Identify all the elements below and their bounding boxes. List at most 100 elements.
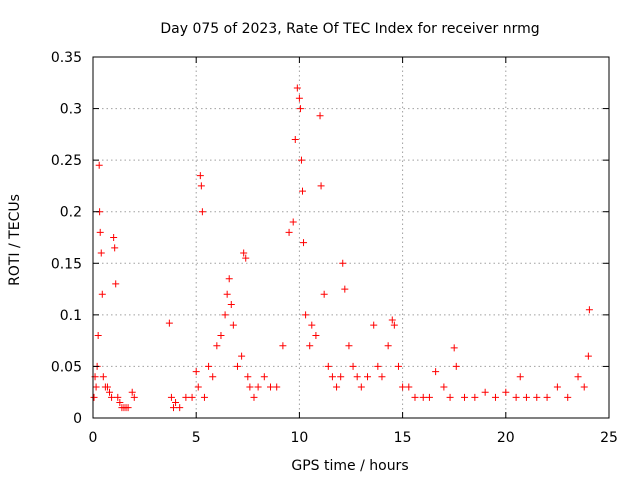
data-point bbox=[229, 321, 237, 329]
data-point bbox=[97, 249, 105, 257]
data-point bbox=[341, 285, 349, 293]
data-point bbox=[308, 321, 316, 329]
data-point bbox=[405, 383, 413, 391]
data-point bbox=[200, 393, 208, 401]
axis-ticks bbox=[92, 56, 610, 419]
data-point bbox=[306, 342, 314, 350]
data-point bbox=[452, 362, 460, 370]
data-point bbox=[254, 383, 262, 391]
data-point bbox=[502, 388, 510, 396]
data-point bbox=[217, 331, 225, 339]
data-point bbox=[491, 393, 499, 401]
grid-lines bbox=[93, 57, 609, 418]
data-point bbox=[279, 342, 287, 350]
y-axis-label: ROTI / TECUs bbox=[7, 194, 23, 286]
data-point bbox=[345, 342, 353, 350]
data-point bbox=[533, 393, 541, 401]
data-point bbox=[192, 368, 200, 376]
data-point bbox=[302, 311, 310, 319]
data-point bbox=[333, 383, 341, 391]
data-point bbox=[384, 342, 392, 350]
data-point bbox=[197, 182, 205, 190]
data-point bbox=[285, 228, 293, 236]
data-point bbox=[564, 393, 572, 401]
data-point bbox=[94, 331, 102, 339]
data-point bbox=[339, 259, 347, 267]
data-point bbox=[450, 344, 458, 352]
data-point bbox=[188, 393, 196, 401]
data-point bbox=[516, 373, 524, 381]
data-point bbox=[399, 383, 407, 391]
data-point bbox=[522, 393, 530, 401]
data-point bbox=[108, 393, 116, 401]
data-point bbox=[130, 393, 138, 401]
x-axis-label: GPS time / hours bbox=[291, 458, 408, 474]
data-point bbox=[353, 373, 361, 381]
data-point bbox=[182, 393, 190, 401]
x-tick-label: 20 bbox=[497, 430, 515, 446]
data-point bbox=[167, 393, 175, 401]
data-point bbox=[512, 393, 520, 401]
data-point bbox=[312, 331, 320, 339]
data-point bbox=[293, 84, 301, 92]
data-point bbox=[440, 383, 448, 391]
data-point bbox=[267, 383, 275, 391]
data-point bbox=[98, 290, 106, 298]
data-point bbox=[165, 319, 173, 327]
data-point bbox=[169, 404, 177, 412]
data-point bbox=[213, 342, 221, 350]
data-point bbox=[209, 373, 217, 381]
data-point bbox=[317, 182, 325, 190]
tick-labels: 0 5 10 15 20 25 0 0.05 0.1 0.15 0.2 0.25 0.3 0.35 bbox=[51, 50, 618, 446]
data-point bbox=[481, 388, 489, 396]
data-point bbox=[99, 373, 107, 381]
data-point bbox=[198, 208, 206, 216]
data-point bbox=[112, 280, 120, 288]
data-point bbox=[378, 373, 386, 381]
data-point bbox=[221, 311, 229, 319]
x-tick-label: 15 bbox=[394, 430, 412, 446]
data-point bbox=[374, 362, 382, 370]
data-point bbox=[116, 399, 124, 407]
data-point bbox=[574, 373, 582, 381]
data-point bbox=[242, 254, 250, 262]
data-point bbox=[291, 136, 299, 144]
data-point bbox=[227, 301, 235, 309]
data-points bbox=[90, 84, 593, 412]
y-tick-label: 0 bbox=[73, 411, 82, 427]
data-point bbox=[425, 393, 433, 401]
data-point bbox=[394, 362, 402, 370]
data-point bbox=[295, 94, 303, 102]
data-point bbox=[297, 156, 305, 164]
y-tick-label: 0.2 bbox=[60, 205, 82, 221]
data-point bbox=[196, 172, 204, 180]
data-point bbox=[246, 383, 254, 391]
data-point bbox=[238, 352, 246, 360]
data-point bbox=[585, 306, 593, 314]
data-point bbox=[316, 112, 324, 120]
y-tick-label: 0.15 bbox=[51, 256, 82, 272]
data-point bbox=[194, 383, 202, 391]
y-tick-label: 0.35 bbox=[51, 50, 82, 66]
data-point bbox=[390, 321, 398, 329]
data-point bbox=[349, 362, 357, 370]
data-point bbox=[260, 373, 268, 381]
data-point bbox=[584, 352, 592, 360]
data-point bbox=[580, 383, 588, 391]
chart-title: Day 075 of 2023, Rate Of TEC Index for r… bbox=[160, 21, 539, 37]
data-point bbox=[337, 373, 345, 381]
data-point bbox=[223, 290, 231, 298]
data-point bbox=[114, 393, 122, 401]
x-tick-label: 5 bbox=[192, 430, 201, 446]
data-point bbox=[553, 383, 561, 391]
data-point bbox=[324, 362, 332, 370]
data-point bbox=[419, 393, 427, 401]
data-point bbox=[388, 316, 396, 324]
x-tick-label: 25 bbox=[600, 430, 618, 446]
y-tick-label: 0.1 bbox=[60, 308, 82, 324]
data-point bbox=[300, 239, 308, 247]
data-point bbox=[124, 404, 132, 412]
plot-frame bbox=[92, 56, 610, 419]
data-point bbox=[205, 362, 213, 370]
